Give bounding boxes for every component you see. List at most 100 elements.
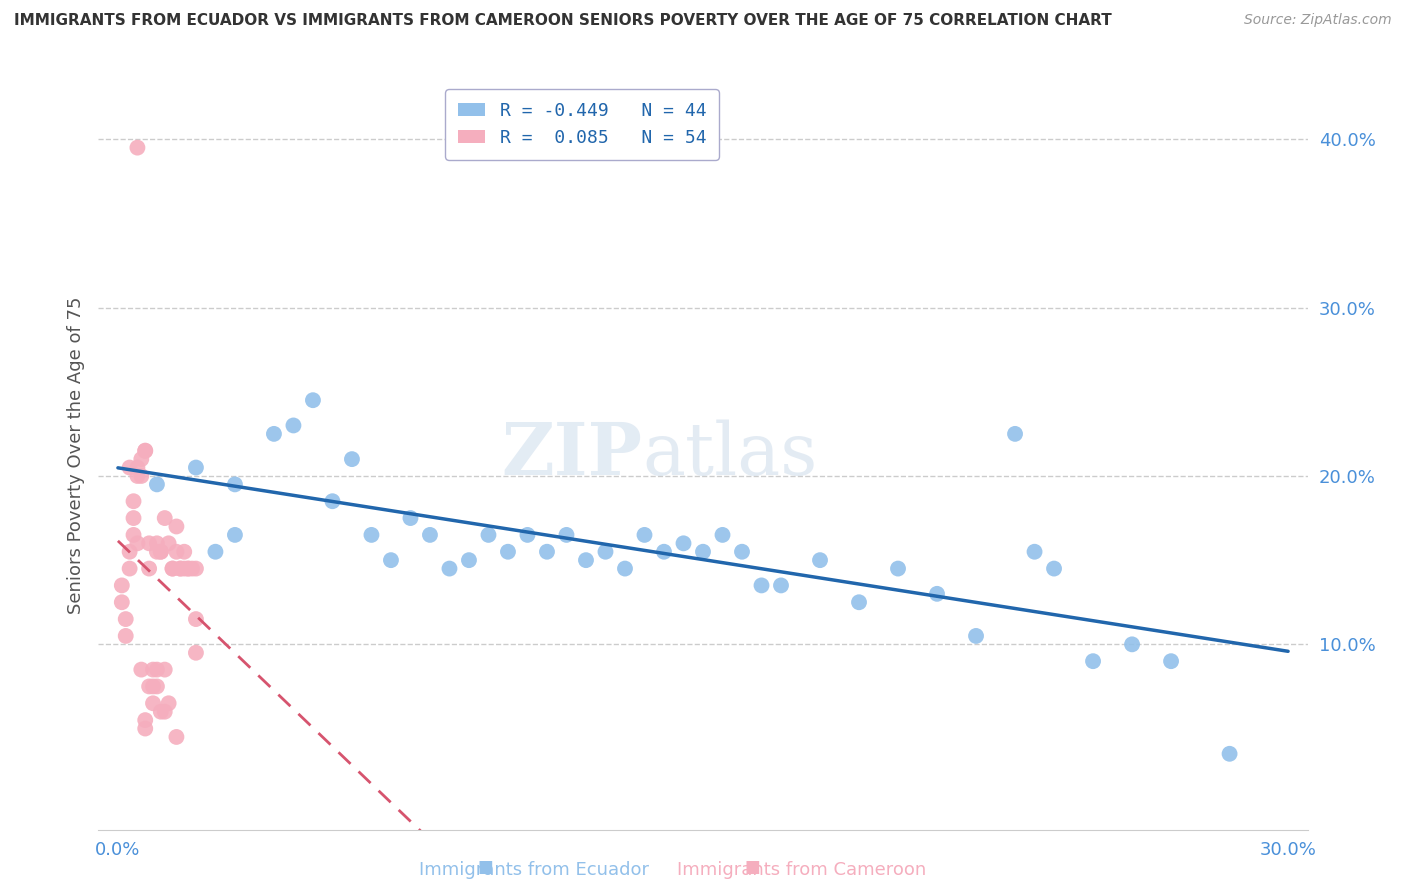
Point <box>114 612 136 626</box>
Point <box>138 561 160 575</box>
Point <box>165 545 187 559</box>
Point <box>146 680 169 694</box>
Point <box>751 578 773 592</box>
Point <box>1081 654 1104 668</box>
Text: ZIP: ZIP <box>502 419 643 491</box>
Point <box>142 663 165 677</box>
Point <box>887 561 910 575</box>
Point <box>173 545 195 559</box>
Text: atlas: atlas <box>643 419 818 491</box>
Point <box>536 545 558 559</box>
Point <box>169 561 191 575</box>
Point <box>283 418 305 433</box>
Point <box>131 469 153 483</box>
Point <box>118 561 141 575</box>
Point <box>672 536 695 550</box>
Point <box>263 426 285 441</box>
Point <box>122 494 145 508</box>
Point <box>692 545 714 559</box>
Point <box>380 553 402 567</box>
Text: Source: ZipAtlas.com: Source: ZipAtlas.com <box>1244 13 1392 28</box>
Point <box>162 561 184 575</box>
Point <box>925 587 948 601</box>
Point <box>302 393 325 408</box>
Point <box>134 722 156 736</box>
Point <box>157 696 180 710</box>
Point <box>652 545 675 559</box>
Point <box>1004 426 1026 441</box>
Point <box>153 663 176 677</box>
Point <box>1219 747 1241 761</box>
Point <box>224 477 246 491</box>
Point <box>614 561 637 575</box>
Point <box>142 696 165 710</box>
Point <box>165 730 187 744</box>
Point <box>1024 545 1046 559</box>
Point <box>118 460 141 475</box>
Point <box>321 494 343 508</box>
Point <box>153 511 176 525</box>
Point <box>173 561 195 575</box>
Point <box>127 536 149 550</box>
Point <box>149 545 172 559</box>
Point <box>204 545 226 559</box>
Point <box>496 545 519 559</box>
Point <box>149 705 172 719</box>
Point <box>711 528 734 542</box>
Point <box>184 612 207 626</box>
Point <box>399 511 422 525</box>
Point <box>138 536 160 550</box>
Point <box>127 469 149 483</box>
Point <box>157 536 180 550</box>
Point <box>848 595 870 609</box>
Point <box>808 553 831 567</box>
Point <box>134 443 156 458</box>
Point <box>146 545 169 559</box>
Text: ■: ■ <box>477 858 494 876</box>
Point <box>184 561 207 575</box>
Point <box>153 705 176 719</box>
Text: IMMIGRANTS FROM ECUADOR VS IMMIGRANTS FROM CAMEROON SENIORS POVERTY OVER THE AGE: IMMIGRANTS FROM ECUADOR VS IMMIGRANTS FR… <box>14 13 1112 29</box>
Text: Immigrants from Ecuador: Immigrants from Ecuador <box>419 861 650 879</box>
Point <box>1121 637 1143 651</box>
Point <box>146 663 169 677</box>
Point <box>731 545 754 559</box>
Point <box>181 561 204 575</box>
Point <box>439 561 461 575</box>
Point <box>340 452 363 467</box>
Point <box>138 680 160 694</box>
Point <box>1043 561 1066 575</box>
Point <box>575 553 598 567</box>
Point <box>142 680 165 694</box>
Point <box>127 141 149 155</box>
Point <box>555 528 578 542</box>
Point <box>122 528 145 542</box>
Point <box>146 477 169 491</box>
Point <box>114 629 136 643</box>
Point <box>595 545 617 559</box>
Point <box>111 595 134 609</box>
Point <box>127 460 149 475</box>
Y-axis label: Seniors Poverty Over the Age of 75: Seniors Poverty Over the Age of 75 <box>66 296 84 614</box>
Point <box>965 629 987 643</box>
Point <box>184 460 207 475</box>
Point <box>177 561 200 575</box>
Point <box>118 545 141 559</box>
Point <box>224 528 246 542</box>
Point <box>177 561 200 575</box>
Point <box>162 561 184 575</box>
Point <box>111 578 134 592</box>
Point <box>1160 654 1182 668</box>
Point <box>477 528 499 542</box>
Point <box>769 578 792 592</box>
Point <box>458 553 481 567</box>
Point <box>134 443 156 458</box>
Point <box>134 713 156 727</box>
Text: ■: ■ <box>744 858 761 876</box>
Point <box>360 528 382 542</box>
Point <box>184 646 207 660</box>
Point <box>149 545 172 559</box>
Point <box>633 528 655 542</box>
Point <box>165 519 187 533</box>
Point <box>131 663 153 677</box>
